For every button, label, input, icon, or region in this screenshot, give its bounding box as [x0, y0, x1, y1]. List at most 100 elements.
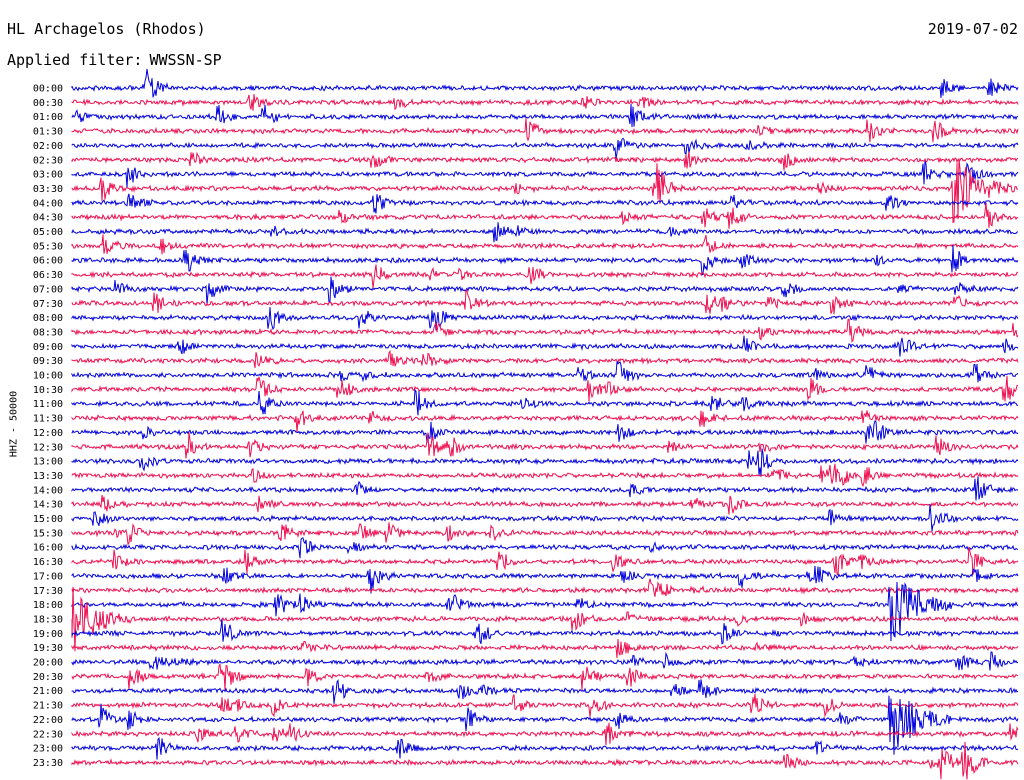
- row-label: 18:00: [33, 600, 63, 611]
- row-labels: 00:00 00:30 01:00 01:30 02:00 02:30 03:00 03:30…: [33, 84, 63, 769]
- seismic-trace: [71, 335, 1019, 357]
- seismic-trace: [71, 546, 1019, 576]
- row-label: 01:00: [33, 112, 63, 123]
- seismic-trace: [71, 388, 1019, 416]
- seismic-trace: [71, 651, 1019, 671]
- seismic-trace: [71, 68, 1019, 99]
- seismic-trace: [71, 494, 1019, 515]
- seismic-trace: [71, 522, 1019, 546]
- seismic-trace: [71, 222, 1019, 243]
- row-label: 13:30: [33, 471, 63, 482]
- seismic-trace: [71, 737, 1019, 760]
- filter-line: Applied filter: WWSSN-SP: [7, 51, 222, 69]
- row-label: 04:30: [33, 213, 63, 224]
- row-label: 15:00: [33, 514, 63, 525]
- seismic-trace: [71, 638, 1019, 659]
- seismic-trace: [71, 722, 1019, 746]
- traces: [71, 68, 1019, 780]
- seismic-trace: [71, 565, 1019, 594]
- seismic-trace: [71, 94, 1019, 111]
- seismic-trace: [71, 741, 1019, 780]
- seismic-trace: [71, 448, 1019, 477]
- row-label: 20:30: [33, 672, 63, 683]
- seismic-trace: [71, 420, 1019, 444]
- seismic-trace: [71, 586, 1019, 652]
- row-label: 17:30: [33, 586, 63, 597]
- row-label: 12:00: [33, 428, 63, 439]
- seismic-trace: [71, 117, 1019, 143]
- row-label: 07:00: [33, 284, 63, 295]
- row-label: 16:00: [33, 543, 63, 554]
- row-label: 11:00: [33, 399, 63, 410]
- row-label: 00:30: [33, 98, 63, 109]
- row-label: 07:30: [33, 299, 63, 310]
- seismic-trace: [71, 158, 1018, 224]
- seismic-trace: [71, 537, 1019, 559]
- seismic-trace: [71, 375, 1019, 402]
- row-label: 03:30: [33, 184, 63, 195]
- row-label: 02:30: [33, 155, 63, 166]
- row-label: 21:30: [33, 701, 63, 712]
- seismic-trace: [71, 202, 1019, 229]
- seismic-trace: [71, 307, 1019, 331]
- row-label: 20:00: [33, 658, 63, 669]
- row-label: 05:00: [33, 227, 63, 238]
- seismic-trace: [71, 104, 1019, 128]
- seismic-trace: [71, 618, 1019, 645]
- row-label: 10:00: [33, 371, 63, 382]
- row-label: 01:30: [33, 127, 63, 138]
- row-label: 17:00: [33, 571, 63, 582]
- row-label: 04:00: [33, 198, 63, 209]
- row-label: 14:30: [33, 500, 63, 511]
- seismic-trace: [71, 410, 1019, 433]
- seismic-trace: [71, 581, 1019, 642]
- seismic-trace: [71, 349, 1019, 369]
- row-label: 12:30: [33, 442, 63, 453]
- seismic-trace: [71, 504, 1019, 532]
- seismic-trace: [71, 193, 1019, 214]
- row-label: 19:00: [33, 629, 63, 640]
- row-label: 05:30: [33, 241, 63, 252]
- row-label: 06:00: [33, 256, 63, 267]
- row-label: 19:30: [33, 643, 63, 654]
- row-label: 09:30: [33, 356, 63, 367]
- seismic-trace: [71, 678, 1019, 704]
- row-label: 23:30: [33, 758, 63, 769]
- row-label: 14:00: [33, 485, 63, 496]
- seismic-trace: [71, 234, 1019, 255]
- row-label: 16:30: [33, 557, 63, 568]
- row-label: 22:30: [33, 729, 63, 740]
- row-label: 08:00: [33, 313, 63, 324]
- seismic-trace: [71, 360, 1019, 383]
- seismic-trace: [71, 463, 1019, 488]
- row-label: 09:00: [33, 342, 63, 353]
- seismic-trace: [71, 289, 1019, 315]
- filter-value: WWSSN-SP: [149, 51, 222, 69]
- row-label: 15:30: [33, 528, 63, 539]
- row-label: 21:00: [33, 686, 63, 697]
- seismic-trace: [71, 695, 1019, 755]
- seismic-trace: [71, 151, 1019, 171]
- row-label: 08:30: [33, 327, 63, 338]
- row-label: 10:30: [33, 385, 63, 396]
- seismic-trace: [71, 476, 1019, 501]
- row-label: 22:00: [33, 715, 63, 726]
- seismic-trace: [71, 578, 1019, 597]
- filter-label: Applied filter:: [7, 51, 143, 69]
- seismic-trace: [71, 245, 1019, 276]
- seismic-trace: [71, 663, 1019, 691]
- seismic-trace: [71, 693, 1019, 718]
- station-title: HL Archagelos (Rhodos): [7, 20, 206, 38]
- seismic-trace: [71, 264, 1019, 289]
- row-label: 06:30: [33, 270, 63, 281]
- date-label: 2019-07-02: [927, 20, 1018, 38]
- row-label: 13:00: [33, 457, 63, 468]
- seismic-trace: [71, 276, 1019, 305]
- row-label: 00:00: [33, 84, 63, 95]
- seismic-trace: [71, 137, 1019, 159]
- row-label: 03:00: [33, 170, 63, 181]
- row-label: 18:30: [33, 614, 63, 625]
- seismic-trace: [71, 318, 1019, 343]
- row-label: 02:00: [33, 141, 63, 152]
